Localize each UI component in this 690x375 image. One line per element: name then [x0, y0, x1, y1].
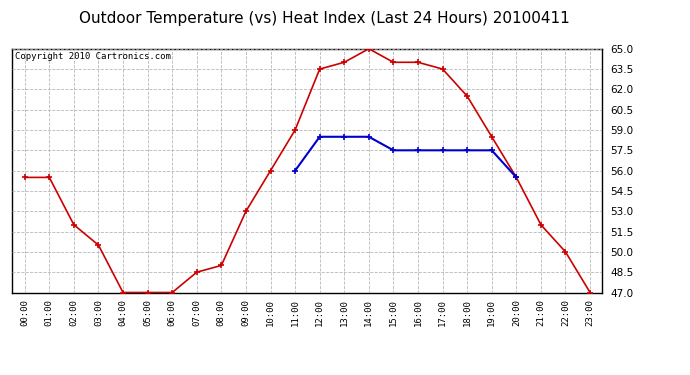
- Text: Copyright 2010 Cartronics.com: Copyright 2010 Cartronics.com: [15, 53, 171, 62]
- Text: Outdoor Temperature (vs) Heat Index (Last 24 Hours) 20100411: Outdoor Temperature (vs) Heat Index (Las…: [79, 11, 570, 26]
